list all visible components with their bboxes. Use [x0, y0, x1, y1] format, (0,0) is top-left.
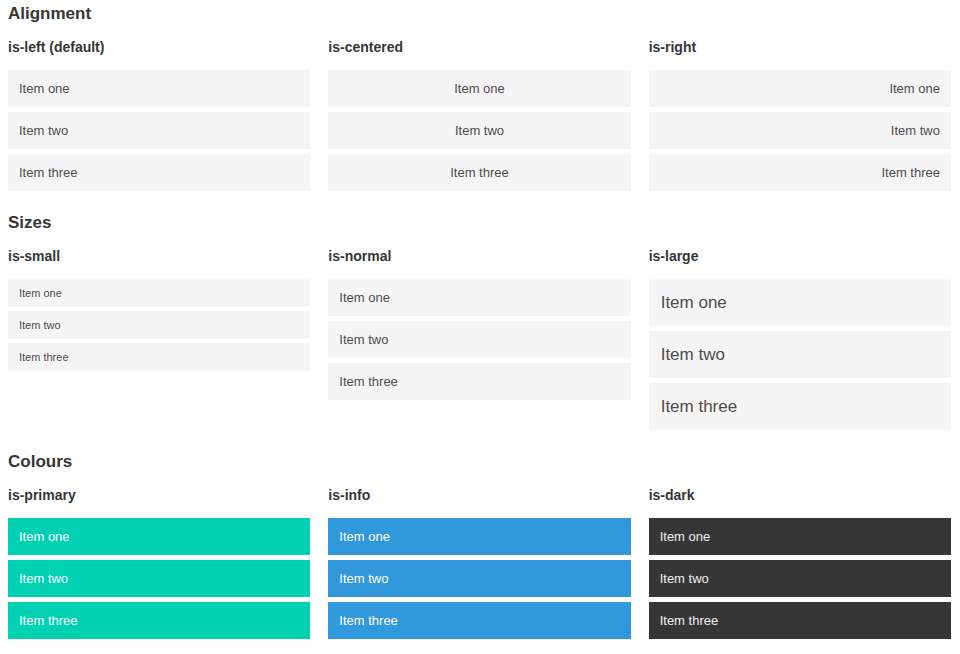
column-title: is-left (default)	[8, 39, 310, 56]
column-title: is-normal	[328, 248, 630, 265]
list-item[interactable]: Item one	[8, 70, 310, 107]
column-is-normal: is-normal Item one Item two Item three	[328, 248, 630, 405]
component-demo-page: Alignment is-left (default) Item one Item t…	[8, 4, 951, 644]
column-is-large: is-large Item one Item two Item three	[649, 248, 951, 435]
list-item[interactable]: Item three	[649, 602, 951, 639]
column-title: is-centered	[328, 39, 630, 56]
section-colours: Colours is-primary Item one Item two Item th…	[8, 452, 951, 644]
section-title: Sizes	[8, 213, 951, 233]
section-row: is-left (default) Item one Item two Item th…	[8, 39, 951, 196]
column-is-right: is-right Item one Item two Item three	[649, 39, 951, 196]
item-list: Item one Item two Item three	[328, 279, 630, 400]
column-title: is-right	[649, 39, 951, 56]
item-list: Item one Item two Item three	[8, 279, 310, 371]
list-item[interactable]: Item three	[649, 383, 951, 430]
list-item[interactable]: Item two	[8, 560, 310, 597]
list-item[interactable]: Item two	[8, 311, 310, 339]
list-item[interactable]: Item two	[8, 112, 310, 149]
list-item[interactable]: Item three	[328, 602, 630, 639]
column-is-info: is-info Item one Item two Item three	[328, 487, 630, 644]
list-item[interactable]: Item two	[328, 321, 630, 358]
section-title: Colours	[8, 452, 951, 472]
section-row: is-primaryItem oneItem twoItem threeis-i…	[8, 487, 951, 644]
column-title: is-primary	[8, 487, 310, 504]
list-item[interactable]: Item one	[649, 279, 951, 326]
list-item[interactable]: Item one	[328, 518, 630, 555]
item-list: Item one Item two Item three	[328, 70, 630, 191]
column-title: is-dark	[649, 487, 951, 504]
list-item[interactable]: Item three	[328, 154, 630, 191]
list-item[interactable]: Item one	[328, 70, 630, 107]
list-item[interactable]: Item three	[8, 343, 310, 371]
item-list: Item one Item two Item three	[328, 518, 630, 639]
section-alignment: Alignment is-left (default) Item one Item t…	[8, 4, 951, 196]
list-item[interactable]: Item one	[8, 518, 310, 555]
list-item[interactable]: Item two	[649, 331, 951, 378]
list-item[interactable]: Item one	[8, 279, 310, 307]
item-list: Item one Item two Item three	[649, 518, 951, 639]
column-title: is-small	[8, 248, 310, 265]
column-is-primary: is-primary Item one Item two Item three	[8, 487, 310, 644]
list-item[interactable]: Item one	[328, 279, 630, 316]
list-item[interactable]: Item two	[649, 112, 951, 149]
list-item[interactable]: Item three	[649, 154, 951, 191]
item-list: Item one Item two Item three	[649, 279, 951, 430]
column-is-small: is-small Item one Item two Item three	[8, 248, 310, 375]
list-item[interactable]: Item two	[328, 112, 630, 149]
column-title: is-info	[328, 487, 630, 504]
column-is-dark: is-dark Item one Item two Item three	[649, 487, 951, 644]
list-item[interactable]: Item three	[8, 602, 310, 639]
section-title: Alignment	[8, 4, 951, 24]
section-sizes: Sizesis-smallItem oneItem twoItem threei…	[8, 213, 951, 435]
column-is-left-default: is-left (default) Item one Item two Item th…	[8, 39, 310, 196]
item-list: Item one Item two Item three	[649, 70, 951, 191]
column-title: is-large	[649, 248, 951, 265]
column-is-centered: is-centered Item one Item two Item three	[328, 39, 630, 196]
list-item[interactable]: Item three	[8, 154, 310, 191]
item-list: Item one Item two Item three	[8, 518, 310, 639]
list-item[interactable]: Item one	[649, 518, 951, 555]
list-item[interactable]: Item three	[328, 363, 630, 400]
section-row: is-smallItem oneItem twoItem threeis-nor…	[8, 248, 951, 435]
list-item[interactable]: Item one	[649, 70, 951, 107]
item-list: Item one Item two Item three	[8, 70, 310, 191]
list-item[interactable]: Item two	[328, 560, 630, 597]
list-item[interactable]: Item two	[649, 560, 951, 597]
